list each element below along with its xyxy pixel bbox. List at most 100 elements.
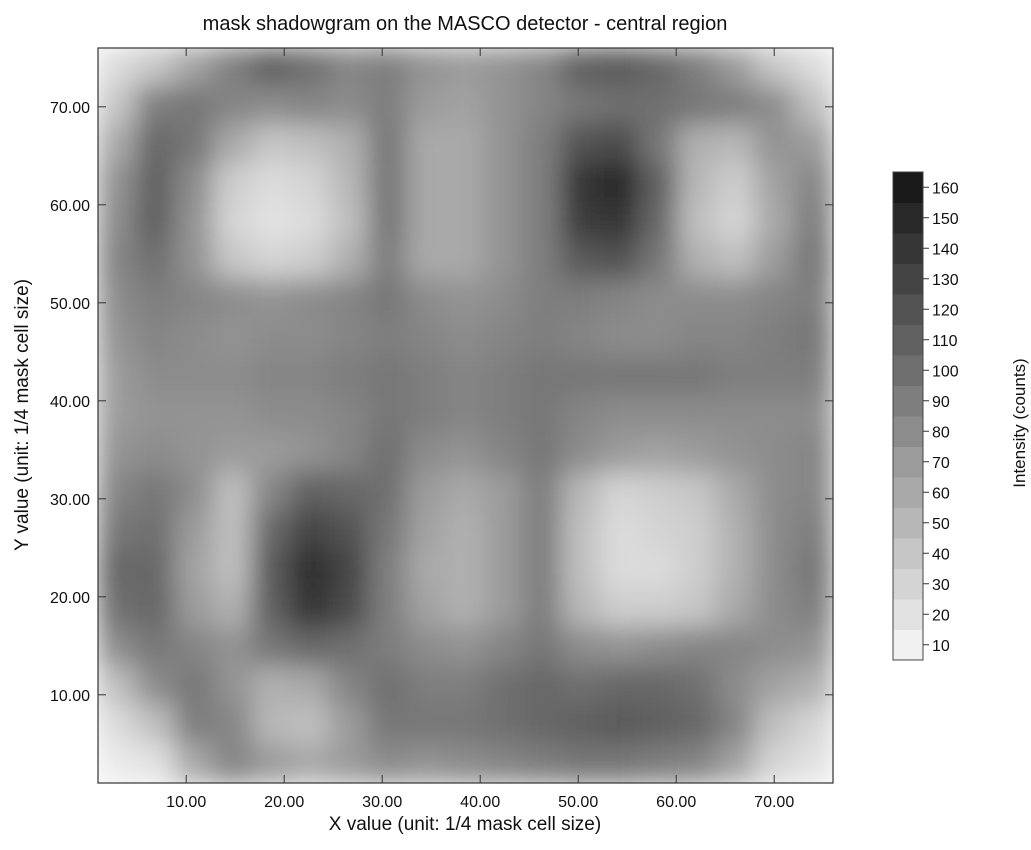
heatmap-cell <box>251 279 293 320</box>
heatmap-cell <box>483 163 525 204</box>
heatmap-cell <box>329 48 370 88</box>
heatmap-cell <box>406 704 448 746</box>
colorbar-gradient <box>893 172 923 661</box>
y-tick-label: 40.00 <box>50 394 90 411</box>
heatmap-cell <box>135 317 177 359</box>
heatmap-cell <box>251 549 293 591</box>
colorbar-tick-label: 60 <box>932 485 950 502</box>
colorbar-tick-label: 110 <box>932 333 958 350</box>
heatmap-cell <box>445 395 486 436</box>
heatmap-cell <box>638 395 680 436</box>
heatmap-cell <box>677 163 718 204</box>
heatmap-cell <box>599 356 641 398</box>
heatmap-cell <box>677 433 718 475</box>
colorbar-step <box>893 538 923 569</box>
heatmap-cell <box>406 48 448 88</box>
heatmap-cell <box>561 433 602 475</box>
heatmap-cell <box>445 743 486 783</box>
heatmap-cell <box>174 588 216 630</box>
heatmap-cell <box>251 124 293 166</box>
heatmap-cell <box>174 124 216 166</box>
heatmap-cell <box>290 627 332 668</box>
heatmap-cell <box>561 163 602 204</box>
heatmap-cell <box>98 317 138 359</box>
heatmap-cell <box>98 665 138 707</box>
heatmap-cell <box>98 472 138 514</box>
heatmap-cell <box>561 240 602 282</box>
heatmap-cell <box>599 549 641 591</box>
heatmap-cell <box>715 163 757 204</box>
heatmap-cell <box>367 395 409 436</box>
heatmap-cell <box>213 240 254 282</box>
heatmap-cell <box>638 85 680 127</box>
colorbar-tick-label: 100 <box>932 363 959 380</box>
heatmap-cell <box>715 472 757 514</box>
heatmap-cell <box>290 433 332 475</box>
heatmap-cell <box>677 704 718 746</box>
heatmap-cell <box>445 704 486 746</box>
heatmap-cell <box>483 317 525 359</box>
x-tick-label: 50.00 <box>558 794 598 811</box>
heatmap-cell <box>599 743 641 783</box>
heatmap-cell <box>251 743 293 783</box>
heatmap-cell <box>98 395 138 436</box>
heatmap-cell <box>98 48 138 88</box>
heatmap-cell <box>561 201 602 243</box>
heatmap-cell <box>213 472 254 514</box>
heatmap-cell <box>290 665 332 707</box>
heatmap-cell <box>522 240 564 282</box>
heatmap-cell <box>715 124 757 166</box>
heatmap-cell <box>135 743 177 783</box>
colorbar-step <box>893 629 923 661</box>
heatmap-cell <box>793 472 833 514</box>
heatmap-cell <box>251 472 293 514</box>
heatmap-cell <box>561 124 602 166</box>
heatmap-cell <box>445 511 486 552</box>
heatmap-cell <box>754 665 796 707</box>
heatmap-cell <box>367 124 409 166</box>
heatmap-cell <box>599 472 641 514</box>
heatmap-cell <box>445 433 486 475</box>
heatmap-cell <box>445 627 486 668</box>
colorbar-step <box>893 294 923 325</box>
heatmap-cell <box>213 48 254 88</box>
heatmap-cell <box>638 240 680 282</box>
heatmap-cell <box>174 163 216 204</box>
heatmap-cell <box>367 704 409 746</box>
heatmap-cell <box>793 240 833 282</box>
colorbar-step <box>893 446 923 478</box>
heatmap-cell <box>793 704 833 746</box>
heatmap-cell <box>135 549 177 591</box>
heatmap-cell <box>290 317 332 359</box>
heatmap-cell <box>251 395 293 436</box>
heatmap-cell <box>98 433 138 475</box>
heatmap-cell <box>406 549 448 591</box>
colorbar-tick-label: 70 <box>932 455 950 472</box>
heatmap-cell <box>135 472 177 514</box>
heatmap-cell <box>135 395 177 436</box>
heatmap-cell <box>406 279 448 320</box>
colorbar-tick-label: 50 <box>932 516 950 533</box>
heatmap-cell <box>135 279 177 320</box>
heatmap-cell <box>599 163 641 204</box>
heatmap-cell <box>522 549 564 591</box>
heatmap-cell <box>483 511 525 552</box>
heatmap-cell <box>483 201 525 243</box>
heatmap-cell <box>793 588 833 630</box>
x-tick-label: 70.00 <box>754 794 794 811</box>
heatmap-cell <box>367 279 409 320</box>
heatmap-cell <box>135 163 177 204</box>
heatmap-cell <box>599 201 641 243</box>
heatmap-cell <box>213 201 254 243</box>
heatmap-cell <box>290 588 332 630</box>
heatmap-cell <box>251 317 293 359</box>
heatmap-cell <box>561 472 602 514</box>
heatmap-cell <box>213 433 254 475</box>
colorbar-tick-label: 150 <box>932 211 959 228</box>
heatmap-cell <box>290 704 332 746</box>
heatmap-cell <box>638 743 680 783</box>
heatmap-cell <box>135 124 177 166</box>
heatmap-cell <box>754 48 796 88</box>
heatmap-cell <box>367 743 409 783</box>
